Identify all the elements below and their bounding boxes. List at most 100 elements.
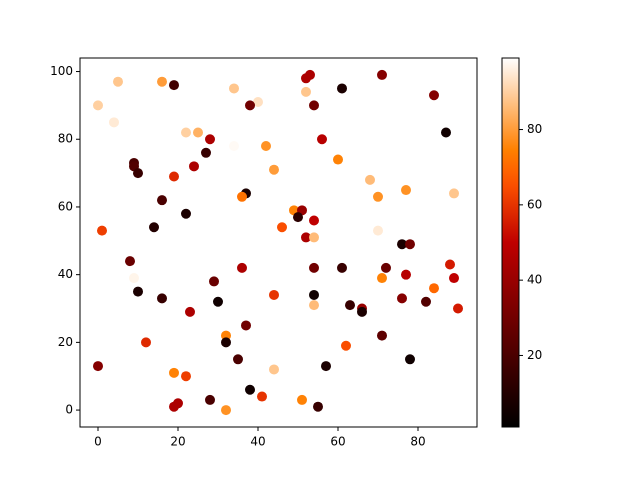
scatter-point — [221, 337, 231, 348]
scatter-point — [129, 273, 139, 284]
scatter-point — [301, 232, 311, 243]
scatter-point — [113, 76, 123, 87]
scatter-point — [397, 293, 407, 304]
scatter-point — [193, 127, 203, 138]
scatter-point — [309, 289, 319, 300]
scatter-point — [205, 134, 215, 145]
scatter-point — [345, 300, 355, 311]
scatter-point — [253, 97, 263, 108]
scatter-point — [209, 276, 219, 287]
scatter-point — [341, 340, 351, 351]
scatter-point — [449, 273, 459, 284]
scatter-point — [229, 141, 239, 152]
scatter-point — [377, 273, 387, 284]
scatter-point — [305, 69, 315, 80]
scatter-point — [373, 191, 383, 202]
scatter-point — [297, 394, 307, 405]
scatter-point — [181, 127, 191, 138]
scatter-point — [229, 83, 239, 94]
scatter-point — [169, 171, 179, 182]
scatter-point — [401, 185, 411, 196]
colorbar-tick-label: 80 — [527, 122, 542, 136]
scatter-point — [301, 86, 311, 97]
scatter-point — [97, 225, 107, 236]
y-tick-label: 40 — [58, 267, 73, 281]
scatter-point — [181, 208, 191, 219]
x-tick-label: 20 — [170, 435, 185, 449]
x-tick-label: 60 — [330, 435, 345, 449]
scatter-point — [93, 100, 103, 111]
scatter-point — [309, 300, 319, 311]
scatter-point — [429, 90, 439, 101]
scatter-point — [269, 289, 279, 300]
scatter-point — [237, 262, 247, 273]
scatter-point — [365, 174, 375, 185]
scatter-point — [405, 354, 415, 365]
scatter-point — [205, 394, 215, 405]
scatter-point — [269, 364, 279, 375]
scatter-point — [141, 337, 151, 348]
scatter-point — [125, 256, 135, 267]
scatter-point — [133, 286, 143, 297]
colorbar-tick-label: 20 — [527, 348, 542, 362]
scatter-point — [309, 232, 319, 243]
scatter-point — [453, 303, 463, 314]
scatter-point — [157, 76, 167, 87]
scatter-point — [405, 239, 415, 250]
scatter-point — [401, 269, 411, 280]
scatter-point — [445, 259, 455, 270]
scatter-point — [213, 296, 223, 307]
scatter-point — [201, 147, 211, 158]
y-tick-label: 80 — [58, 132, 73, 146]
y-tick-label: 60 — [58, 199, 73, 213]
scatter-point — [317, 134, 327, 145]
scatter-point — [257, 391, 267, 402]
scatter-point — [189, 161, 199, 172]
scatter-point — [309, 215, 319, 226]
scatter-point — [313, 401, 323, 412]
scatter-point — [357, 306, 367, 317]
scatter-point — [337, 83, 347, 94]
colorbar-tick-label: 40 — [527, 273, 542, 287]
scatter-point — [169, 401, 179, 412]
scatter-point — [157, 195, 167, 206]
scatter-point — [181, 371, 191, 382]
scatter-point — [237, 191, 247, 202]
scatter-point — [449, 188, 459, 199]
scatter-point — [93, 361, 103, 372]
x-tick-label: 80 — [410, 435, 425, 449]
scatter-point — [221, 405, 231, 416]
x-tick-label: 0 — [94, 435, 102, 449]
scatter-point — [261, 141, 271, 152]
scatter-point — [169, 367, 179, 378]
scatter-point — [381, 262, 391, 273]
colorbar-tick-label: 60 — [527, 197, 542, 211]
scatter-point — [233, 354, 243, 365]
scatter-point — [157, 293, 167, 304]
scatter-point — [397, 239, 407, 250]
scatter-point — [241, 320, 251, 331]
scatter-point — [321, 361, 331, 372]
scatter-point — [377, 69, 387, 80]
colorbar — [501, 57, 520, 428]
plot-frame — [79, 57, 478, 428]
scatter-point — [333, 154, 343, 165]
scatter-point — [169, 80, 179, 91]
scatter-point — [429, 283, 439, 294]
scatter-point — [373, 225, 383, 236]
scatter-point — [441, 127, 451, 138]
scatter-point — [421, 296, 431, 307]
y-tick-label: 0 — [65, 403, 73, 417]
scatter-point — [337, 262, 347, 273]
scatter-point — [269, 164, 279, 175]
scatter-point — [377, 330, 387, 341]
scatter-point — [245, 100, 255, 111]
scatter-point — [185, 306, 195, 317]
scatter-point — [309, 100, 319, 111]
x-tick-label: 40 — [250, 435, 265, 449]
scatter-point — [245, 384, 255, 395]
scatter-point — [293, 212, 303, 223]
scatter-point — [133, 168, 143, 179]
y-tick-label: 100 — [50, 64, 73, 78]
